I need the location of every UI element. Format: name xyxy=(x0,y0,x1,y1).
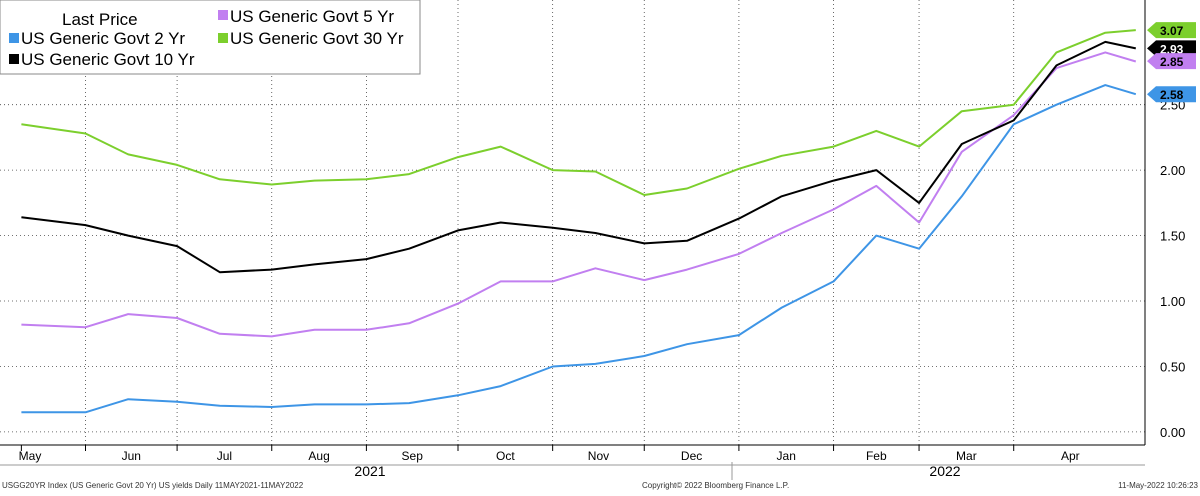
x-tick-label: Nov xyxy=(588,449,609,463)
last-value-tag-label: 3.07 xyxy=(1160,24,1184,38)
x-tick-label: Sep xyxy=(402,449,424,463)
x-tick-label: Oct xyxy=(496,449,515,463)
y-tick-label: 0.50 xyxy=(1160,359,1185,374)
legend-swatch-10yr xyxy=(9,54,19,64)
y-tick-label: 1.00 xyxy=(1160,294,1185,309)
year-label: 2022 xyxy=(929,463,960,479)
x-tick-label: Jul xyxy=(217,449,232,463)
x-tick-label: May xyxy=(19,449,42,463)
x-tick-label: Apr xyxy=(1061,449,1080,463)
last-value-tag-label: 2.58 xyxy=(1160,88,1184,102)
footer-left: USGG20YR Index (US Generic Govt 20 Yr) U… xyxy=(2,481,304,490)
legend-swatch-30yr xyxy=(218,33,228,43)
x-tick-label: Mar xyxy=(956,449,977,463)
legend-label-30yr: US Generic Govt 30 Yr xyxy=(230,29,404,48)
legend-title: Last Price xyxy=(62,10,138,29)
x-tick-label: Dec xyxy=(681,449,702,463)
legend-label-2yr: US Generic Govt 2 Yr xyxy=(21,29,185,48)
last-value-tag: 2.85 xyxy=(1147,53,1196,69)
legend-label-5yr: US Generic Govt 5 Yr xyxy=(230,7,394,26)
legend-swatch-2yr xyxy=(9,33,19,43)
x-tick-label: Jun xyxy=(122,449,141,463)
footer-right: 11-May-2022 10:26:23 xyxy=(1118,481,1198,490)
legend-label-10yr: US Generic Govt 10 Yr xyxy=(21,50,195,69)
legend: Last Price US Generic Govt 2 Yr US Gener… xyxy=(0,0,420,74)
y-tick-label: 1.50 xyxy=(1160,229,1185,244)
footer-center: Copyright© 2022 Bloomberg Finance L.P. xyxy=(642,481,789,490)
y-tick-label: 0.00 xyxy=(1160,425,1185,440)
last-value-tag: 2.58 xyxy=(1147,86,1196,102)
year-label: 2021 xyxy=(354,463,385,479)
x-tick-label: Aug xyxy=(308,449,329,463)
x-tick-label: Jan xyxy=(777,449,796,463)
last-value-tag-label: 2.85 xyxy=(1160,55,1184,69)
last-value-tag: 3.07 xyxy=(1147,22,1196,38)
legend-swatch-5yr xyxy=(218,10,228,20)
x-tick-label: Feb xyxy=(866,449,887,463)
y-tick-label: 2.00 xyxy=(1160,163,1185,178)
